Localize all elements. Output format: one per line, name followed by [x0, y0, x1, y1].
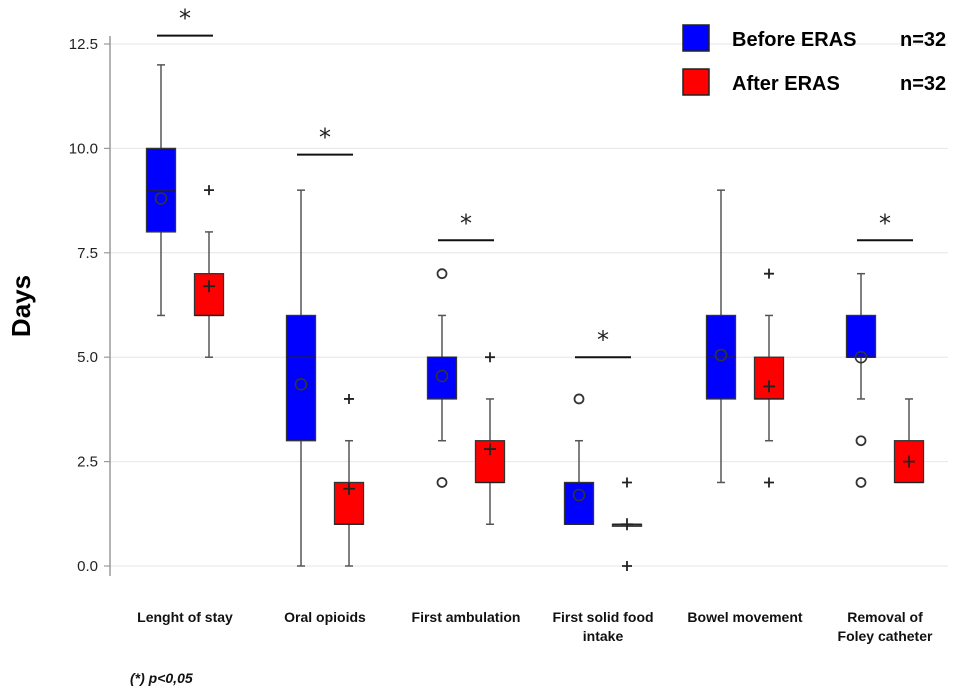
outlier-point [622, 561, 632, 571]
category-label: Removal of [847, 609, 923, 625]
significance-star: * [597, 326, 609, 354]
mean-marker [763, 380, 775, 393]
box-before-1 [285, 189, 317, 567]
box-after-4 [753, 268, 785, 488]
significance-markers: * * * * * [157, 5, 913, 359]
outlier-point [764, 477, 774, 488]
outlier-point [764, 268, 774, 279]
box-before-0 [145, 64, 177, 317]
category-label: First ambulation [412, 609, 521, 625]
mean-marker [621, 518, 633, 531]
box-after-5 [893, 398, 925, 484]
significance-star: * [319, 124, 331, 152]
outlier-point [485, 352, 495, 363]
legend-label: After ERAS [732, 73, 840, 95]
category-label: Bowel movement [687, 609, 802, 625]
outlier-point [855, 477, 867, 488]
legend: Before ERAS n=32 After ERAS n=32 [682, 24, 946, 96]
mean-marker [714, 348, 728, 362]
legend-n: n=32 [900, 73, 946, 95]
category-label: Oral opioids [284, 609, 366, 625]
significance-star: * [879, 209, 891, 237]
box-iqr [426, 356, 458, 400]
y-tick-label: 12.5 [69, 36, 98, 53]
category-label: intake [583, 628, 624, 644]
outlier-point [855, 435, 867, 447]
box-iqr [193, 273, 225, 317]
y-tick-label: 5.0 [77, 349, 98, 366]
legend-n: n=32 [900, 29, 946, 51]
y-tick-label: 0.0 [77, 558, 98, 575]
mean-marker [903, 455, 915, 468]
outlier-point [622, 477, 632, 488]
y-tick-label: 2.5 [77, 454, 98, 471]
mean-marker [572, 488, 586, 502]
outlier-point [436, 268, 448, 280]
legend-swatch [682, 24, 710, 52]
footnote: (*) p<0,05 [130, 670, 193, 686]
box-before-5 [845, 272, 877, 488]
box-before-2 [426, 268, 458, 488]
box-after-1 [333, 393, 365, 567]
y-axis-label: Days [6, 275, 36, 337]
mean-marker [154, 192, 168, 205]
box-before-3 [563, 393, 595, 525]
outlier-point [436, 477, 448, 488]
x-axis-categories: Lenght of stay Oral opioids First ambulati… [137, 609, 933, 644]
outlier-point [573, 393, 585, 405]
box-after-2 [474, 352, 506, 525]
gridlines [110, 43, 948, 567]
significance-star: * [460, 209, 472, 237]
category-label: Foley catheter [838, 628, 933, 644]
significance-star: * [179, 5, 191, 33]
box-before-4 [705, 189, 737, 484]
mean-marker [203, 280, 215, 293]
outlier-point [204, 185, 214, 196]
y-axis: 0.0 2.5 5.0 7.5 10.0 12.5 [69, 36, 111, 576]
legend-swatch [682, 68, 710, 96]
box-series [145, 64, 925, 571]
mean-marker [484, 443, 496, 456]
mean-marker [294, 378, 308, 391]
mean-marker [343, 482, 355, 495]
category-label: Lenght of stay [137, 609, 233, 625]
outlier-point [344, 393, 354, 404]
box-iqr [753, 356, 785, 400]
mean-marker [854, 350, 868, 364]
box-after-0 [193, 185, 225, 358]
box-after-3 [611, 477, 643, 571]
category-label: First solid food [552, 609, 653, 625]
mean-marker [435, 369, 449, 383]
legend-label: Before ERAS [732, 29, 856, 51]
y-tick-label: 7.5 [77, 245, 98, 262]
y-tick-label: 10.0 [69, 140, 98, 157]
